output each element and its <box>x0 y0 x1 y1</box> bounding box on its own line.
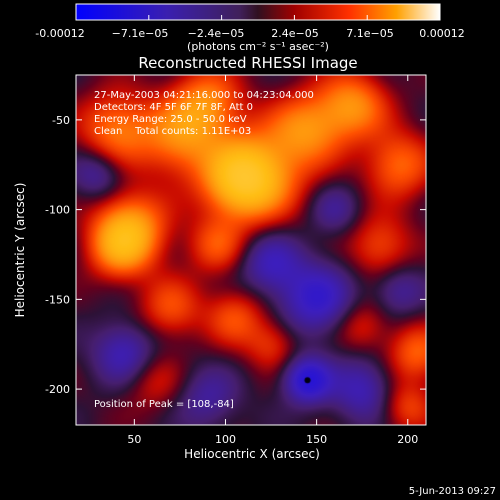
colorbar: -0.00012 −7.1e−05 −2.4e−05 2.4e−05 7.1e−… <box>35 3 465 53</box>
colorbar-tick-0: -0.00012 <box>35 27 84 40</box>
y-tick-label: -150 <box>45 293 70 306</box>
x-axis: 50 100 150 200 <box>127 75 418 446</box>
chart-title: Reconstructed RHESSI Image <box>138 54 357 72</box>
y-axis-label: Heliocentric Y (arcsec) <box>13 183 27 318</box>
footer-timestamp: 5-Jun-2013 09:27 <box>409 486 496 497</box>
colorbar-tick-4: 7.1e−05 <box>346 27 393 40</box>
heatmap-image <box>76 75 426 425</box>
annotation-time-range: 27-May-2003 04:21:16.000 to 04:23:04.000 <box>94 90 314 101</box>
colorbar-tick-2: −2.4e−05 <box>188 27 245 40</box>
x-tick-label: 100 <box>215 433 236 446</box>
plot-image-container <box>76 75 426 425</box>
colorbar-tick-5: 0.00012 <box>419 27 465 40</box>
plot-frame <box>75 74 427 426</box>
y-tick-label: -200 <box>45 383 70 396</box>
annotation-peak-position: Position of Peak = [108,-84] <box>94 399 234 410</box>
x-axis-label: Heliocentric X (arcsec) <box>184 447 320 461</box>
x-tick-label: 150 <box>306 433 327 446</box>
colorbar-tick-3: 2.4e−05 <box>271 27 318 40</box>
y-tick-label: -100 <box>45 204 70 217</box>
x-tick-label: 200 <box>397 433 418 446</box>
annotation-clean-counts: Clean Total counts: 1.11E+03 <box>94 126 251 137</box>
y-tick-label: -50 <box>52 114 70 127</box>
colorbar-tick-1: −7.1e−05 <box>112 27 169 40</box>
annotation-detectors: Detectors: 4F 5F 6F 7F 8F, Att 0 <box>94 102 253 113</box>
colorbar-units: (photons cm⁻² s⁻¹ asec⁻²) <box>187 40 329 53</box>
y-axis: -50 -100 -150 -200 <box>45 114 426 396</box>
annotation-energy-range: Energy Range: 25.0 - 50.0 keV <box>94 114 247 125</box>
x-tick-label: 50 <box>127 433 141 446</box>
colorbar-gradient <box>75 3 441 21</box>
